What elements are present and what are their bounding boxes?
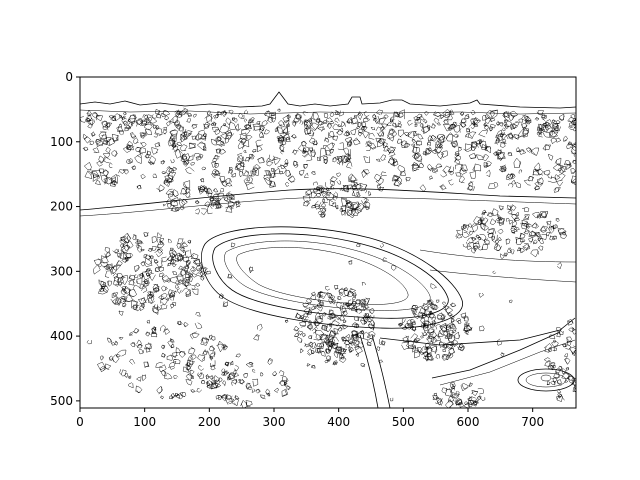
y-tick-label: 500 — [50, 394, 73, 408]
skyline-edge-2 — [80, 109, 576, 115]
oval-track — [201, 226, 463, 329]
x-tick-label: 500 — [392, 415, 415, 429]
fountain — [517, 368, 575, 392]
y-tick-label: 0 — [65, 70, 73, 84]
y-tick-label: 400 — [50, 329, 73, 343]
x-tick-label: 700 — [521, 415, 544, 429]
x-tick-label: 100 — [133, 415, 156, 429]
y-tick-label: 200 — [50, 200, 73, 214]
y-tick-label: 100 — [50, 135, 73, 149]
tree-texture — [86, 180, 576, 408]
x-tick-label: 0 — [76, 415, 84, 429]
skyline-edge — [80, 91, 576, 109]
x-axis: 0 100 200 300 400 500 600 700 — [76, 408, 544, 429]
y-axis: 0 100 200 300 400 500 — [50, 70, 80, 408]
city-texture — [80, 107, 576, 193]
x-tick-label: 600 — [457, 415, 480, 429]
park-paths — [80, 188, 576, 408]
edge-image — [79, 76, 577, 409]
x-tick-label: 400 — [327, 415, 350, 429]
x-tick-label: 200 — [198, 415, 221, 429]
y-tick-label: 300 — [50, 264, 73, 278]
x-tick-label: 300 — [263, 415, 286, 429]
